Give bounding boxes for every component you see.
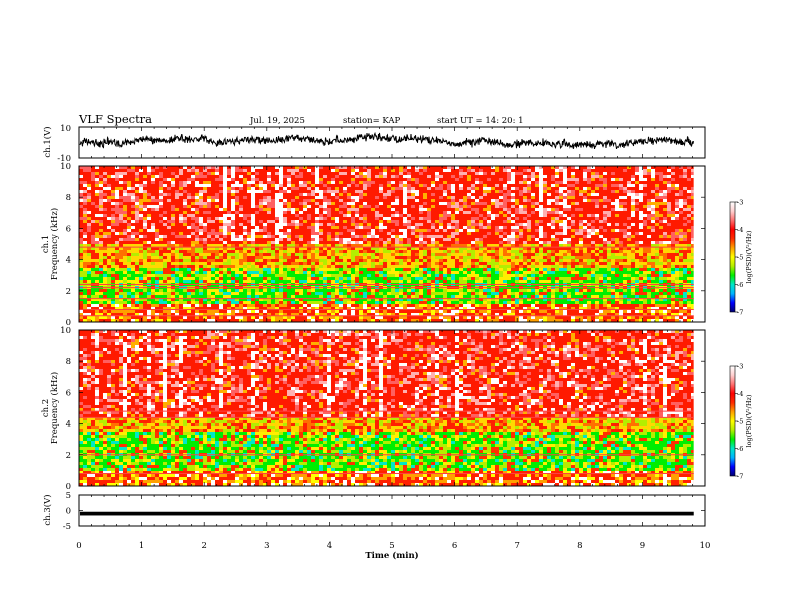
frequency-tick-label: 10 [60,326,71,336]
date-label: Jul. 19, 2025 [249,116,305,126]
time-tick-label: 0 [76,541,81,551]
frequency-tick-label: 8 [66,357,71,367]
ch3-waveform-ylabel: ch.3(V) [42,494,53,525]
ch3-tick-label: 5 [66,491,71,501]
time-tick-label: 7 [514,541,519,551]
time-tick-label: 10 [700,541,711,551]
colorbar-tick-label: -3 [737,363,743,371]
time-tick-label: 6 [452,541,457,551]
time-tick-label: 5 [389,541,394,551]
station-label: station= KAP [343,116,401,126]
frequency-tick-label: 2 [66,451,71,461]
time-tick-label: 4 [327,541,332,551]
frequency-tick-label: 0 [66,482,71,492]
figure-title: VLF Spectra [78,112,152,126]
ch1-colorbar-label: log(PSD)(V²/Hz) [745,230,753,283]
frequency-tick-label: 4 [66,420,71,430]
ch1-spectrogram-panel: 0 2 4 6 8 10 ch.1 Frequency (kHz) [41,162,706,328]
start-ut-label: start UT = 14: 20: 1 [437,116,524,126]
time-axis-label: Time (min) [365,550,418,561]
ch1-ytick-bottom: -10 [57,154,71,164]
colorbar-tick-label: -4 [737,226,743,234]
ch2-spec-ylabel-channel: ch.2 [41,399,51,417]
time-tick-label: 8 [577,541,582,551]
colorbar-tick-label: -5 [737,418,743,426]
ch1-spec-ylabel-frequency: Frequency (kHz) [49,208,60,280]
time-tick-label: 9 [640,541,645,551]
frequency-tick-label: 0 [66,318,71,328]
colorbar-tick-label: -5 [737,254,743,262]
ch3-tick-label: -5 [63,522,71,532]
frequency-tick-label: 6 [66,224,71,234]
ch3-waveform-band [80,511,694,516]
ch2-spectrogram-panel: 0 2 4 6 8 10 ch.2 Frequency (kHz) [41,326,706,492]
ch2-colorbar: -3 -4 -5 -6 -7 log(PSD)(V²/Hz) [729,363,753,481]
colorbar-tick-label: -7 [737,309,743,317]
colorbar-tick-label: -6 [737,281,743,289]
colorbar-tick-label: -3 [737,199,743,207]
frequency-tick-label: 8 [66,193,71,203]
colorbar-tick-label: -6 [737,445,743,453]
colorbar-tick-label: -7 [737,473,743,481]
ch1-waveform-line [79,131,694,150]
time-tick-label: 3 [264,541,269,551]
time-tick-label: 2 [201,541,206,551]
frequency-tick-label: 10 [60,162,71,172]
frequency-tick-label: 4 [66,256,71,266]
ch1-waveform-trace [79,131,694,150]
ch1-waveform-ylabel: ch.1(V) [42,126,53,157]
ch3-tick-label: 0 [66,507,71,517]
ch1-waveform-panel: 10 -10 ch.1(V) [42,124,706,164]
ch2-spectrogram-image [79,330,705,486]
ch2-spec-ylabel-frequency: Frequency (kHz) [49,372,60,444]
frequency-tick-label: 6 [66,388,71,398]
ch1-spec-ylabel-channel: ch.1 [41,235,51,253]
frequency-tick-label: 2 [66,287,71,297]
colorbar-tick-label: -4 [737,390,743,398]
time-axis: 0 1 2 3 4 5 6 7 8 9 10 [76,541,710,551]
ch3-waveform-panel: 5 0 -5 ch.3(V) [42,491,706,532]
ch1-ytick-top: 10 [60,124,71,134]
ch3-waveform-trace [80,511,694,516]
ch1-colorbar: -3 -4 -5 -6 -7 log(PSD)(V²/Hz) [729,199,753,317]
ch1-spectrogram-image [79,166,705,322]
ch2-colorbar-label: log(PSD)(V²/Hz) [745,394,753,447]
time-tick-label: 1 [139,541,144,551]
